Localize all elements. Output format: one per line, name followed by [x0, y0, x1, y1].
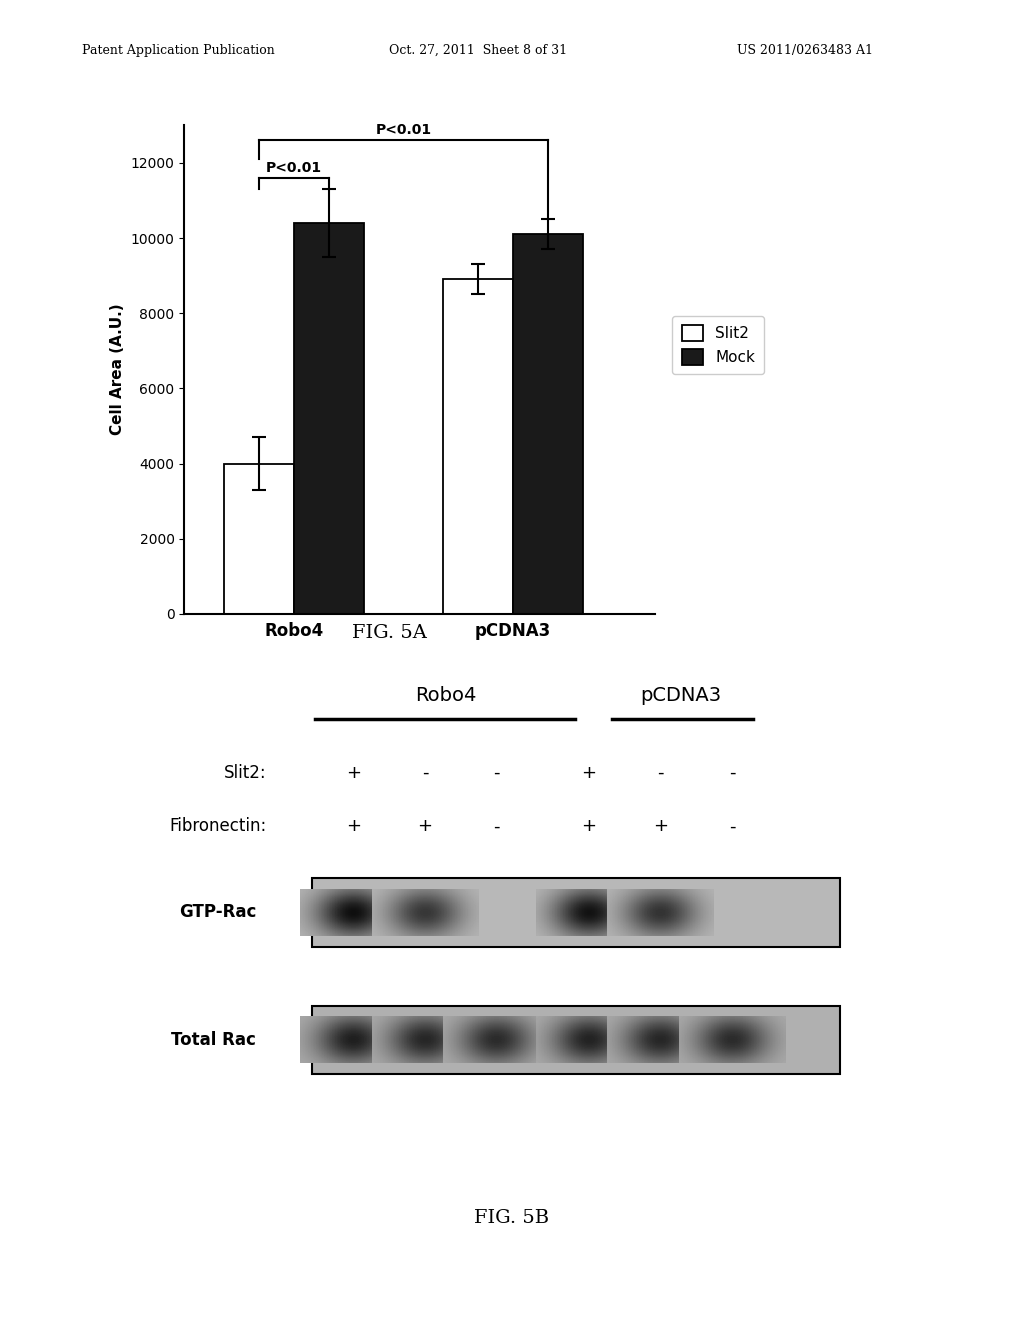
Text: Patent Application Publication: Patent Application Publication [82, 44, 274, 57]
Text: +: + [346, 764, 360, 781]
Text: +: + [418, 817, 432, 836]
Bar [312, 878, 840, 946]
Text: GTP-Rac: GTP-Rac [178, 903, 256, 921]
Y-axis label: Cell Area (A.U.): Cell Area (A.U.) [111, 304, 125, 436]
Bar [442, 280, 513, 614]
Text: Robo4: Robo4 [415, 685, 476, 705]
Text: Total Rac: Total Rac [171, 1031, 256, 1049]
Text: pCDNA3: pCDNA3 [640, 685, 722, 705]
Text: -: - [422, 764, 428, 781]
Bar [294, 223, 364, 614]
Legend: Slit2, Mock: Slit2, Mock [673, 317, 764, 374]
Text: FIG. 5A: FIG. 5A [351, 624, 427, 643]
Text: +: + [653, 817, 668, 836]
Text: P<0.01: P<0.01 [266, 161, 322, 176]
Text: Slit2:: Slit2: [223, 764, 266, 781]
Bar [224, 463, 294, 614]
Text: -: - [729, 817, 735, 836]
Text: -: - [657, 764, 664, 781]
Bar [312, 1006, 840, 1074]
Text: -: - [494, 817, 500, 836]
Text: FIG. 5B: FIG. 5B [474, 1209, 550, 1228]
Text: +: + [346, 817, 360, 836]
Text: +: + [582, 817, 596, 836]
Text: US 2011/0263483 A1: US 2011/0263483 A1 [737, 44, 873, 57]
Text: -: - [494, 764, 500, 781]
Text: Fibronectin:: Fibronectin: [169, 817, 266, 836]
Text: Oct. 27, 2011  Sheet 8 of 31: Oct. 27, 2011 Sheet 8 of 31 [389, 44, 567, 57]
Bar [513, 235, 583, 614]
Text: -: - [729, 764, 735, 781]
Text: +: + [582, 764, 596, 781]
Text: P<0.01: P<0.01 [376, 124, 431, 137]
